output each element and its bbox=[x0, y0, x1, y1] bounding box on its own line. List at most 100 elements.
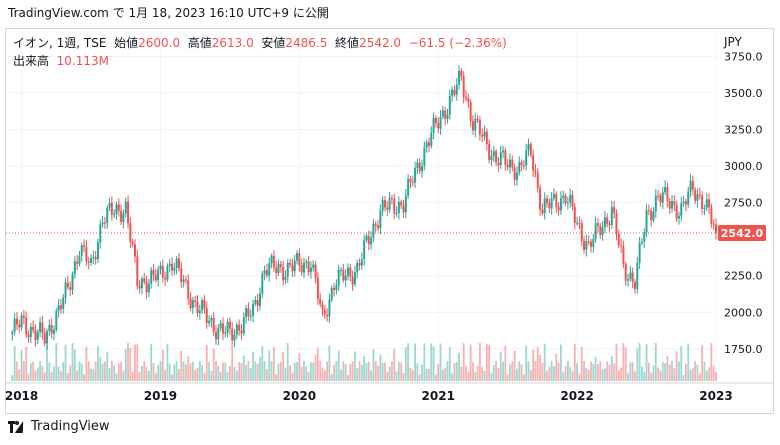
volume-bar bbox=[235, 370, 238, 381]
volume-bar bbox=[85, 346, 88, 381]
volume-bar bbox=[48, 362, 51, 381]
candle-body bbox=[226, 321, 229, 333]
candle-body bbox=[548, 202, 551, 209]
candle-body bbox=[201, 299, 204, 311]
volume-bar bbox=[13, 345, 16, 381]
candle-body bbox=[673, 201, 676, 205]
candle-body bbox=[282, 266, 285, 281]
candle-body bbox=[367, 235, 370, 245]
candle-body bbox=[108, 203, 111, 208]
volume-bar bbox=[164, 369, 166, 381]
candle-body bbox=[233, 334, 236, 341]
candle-body bbox=[615, 212, 618, 235]
volume-bar bbox=[423, 343, 426, 381]
candle-body bbox=[245, 308, 248, 318]
volume-bar bbox=[166, 343, 169, 381]
candle-body bbox=[532, 155, 535, 171]
volume-bar bbox=[256, 363, 259, 381]
volume-bar bbox=[66, 372, 69, 381]
volume-bar bbox=[57, 366, 60, 381]
candle-body bbox=[113, 213, 116, 215]
y-tick-label: 2750.0 bbox=[724, 197, 763, 210]
candle-body bbox=[576, 222, 579, 224]
candle-body bbox=[497, 162, 500, 166]
volume-bar bbox=[76, 370, 79, 381]
volume-bar bbox=[113, 364, 116, 381]
volume-bar bbox=[691, 368, 694, 381]
volume-bar bbox=[661, 361, 664, 381]
candle-body bbox=[270, 255, 273, 264]
volume-bar bbox=[18, 369, 21, 381]
volume-bar bbox=[41, 365, 44, 381]
candle-body bbox=[157, 269, 160, 281]
volume-bar bbox=[488, 344, 491, 381]
volume-bar bbox=[249, 368, 252, 381]
volume-bar bbox=[650, 372, 653, 381]
volume-bar bbox=[328, 345, 331, 381]
candle-body bbox=[106, 207, 109, 224]
candle-body bbox=[346, 267, 349, 276]
candle-body bbox=[66, 282, 69, 288]
volume-bar bbox=[314, 354, 317, 381]
volume-bar bbox=[444, 367, 447, 381]
candle-body bbox=[701, 195, 704, 210]
volume-bar bbox=[446, 361, 449, 381]
candle-body bbox=[46, 331, 49, 344]
candle-body bbox=[228, 321, 231, 329]
volume-bar bbox=[32, 361, 35, 381]
candle-body bbox=[300, 265, 303, 273]
candle-body bbox=[210, 317, 213, 321]
candle-body bbox=[316, 277, 319, 299]
candle-body bbox=[703, 208, 706, 210]
candle-body bbox=[460, 70, 463, 77]
candle-body bbox=[712, 223, 715, 225]
candle-body bbox=[323, 309, 326, 315]
candle-body bbox=[520, 162, 523, 165]
volume-bar bbox=[284, 367, 287, 381]
candle-body bbox=[418, 162, 421, 172]
volume-bar bbox=[432, 346, 435, 381]
candle-body bbox=[164, 277, 167, 280]
candle-body bbox=[569, 194, 572, 203]
volume-bar bbox=[571, 370, 574, 381]
volume-bar bbox=[263, 361, 266, 381]
volume-bar bbox=[180, 350, 183, 381]
volume-bar bbox=[428, 369, 430, 381]
volume-bar bbox=[245, 364, 248, 381]
volume-bar bbox=[268, 350, 271, 381]
volume-bar bbox=[71, 343, 74, 381]
candle-body bbox=[620, 245, 623, 247]
volume-bar bbox=[379, 354, 382, 381]
volume-bar bbox=[94, 361, 97, 381]
candle-body bbox=[360, 259, 363, 266]
candle-body bbox=[587, 241, 590, 243]
candle-body bbox=[252, 303, 255, 316]
volume-bar bbox=[16, 361, 18, 381]
volume-bar bbox=[370, 370, 373, 381]
candle-body bbox=[689, 180, 692, 192]
x-tick-label: 2023 bbox=[699, 389, 732, 403]
candle-body bbox=[550, 198, 553, 209]
volume-bar bbox=[233, 367, 236, 381]
volume-bar bbox=[664, 363, 666, 381]
y-tick-label: 2000.0 bbox=[724, 306, 763, 319]
candle-body bbox=[198, 310, 201, 314]
volume-bar bbox=[675, 351, 678, 381]
candle-body bbox=[284, 276, 287, 281]
volume-bar bbox=[326, 361, 329, 381]
candle-body bbox=[543, 198, 546, 214]
candle-body bbox=[522, 164, 525, 166]
candle-body bbox=[661, 192, 664, 203]
volume-bar bbox=[321, 367, 324, 381]
volume-bar bbox=[685, 363, 687, 381]
candle-body bbox=[404, 195, 407, 213]
tradingview-footer[interactable]: TradingView bbox=[8, 419, 110, 434]
volume-bar bbox=[372, 349, 375, 381]
candle-body bbox=[622, 246, 625, 265]
volume-bar bbox=[252, 351, 254, 381]
volume-bar bbox=[587, 369, 590, 381]
volume-bar bbox=[122, 370, 125, 381]
x-tick-label: 2019 bbox=[144, 389, 177, 403]
volume-bar bbox=[546, 371, 548, 381]
